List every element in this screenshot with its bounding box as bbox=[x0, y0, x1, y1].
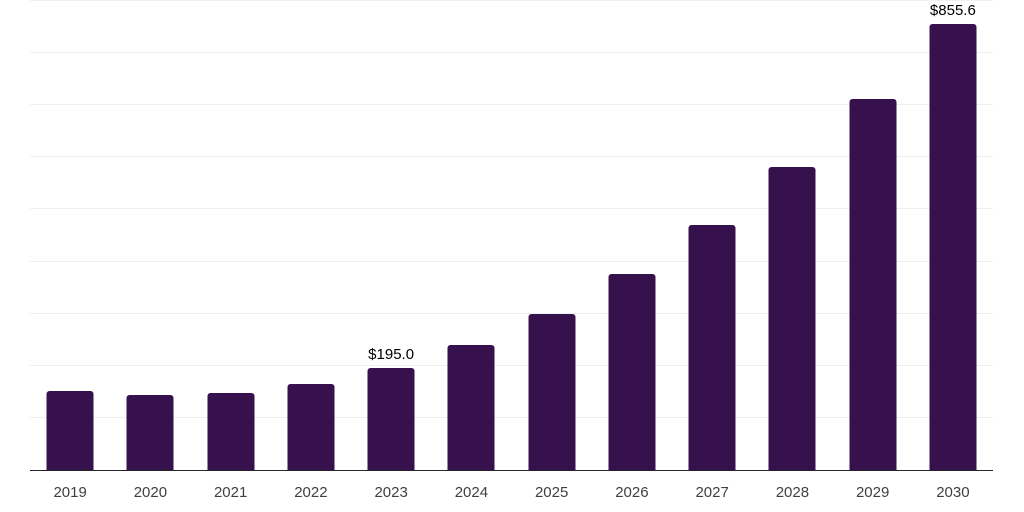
x-tick-2029: 2029 bbox=[855, 484, 890, 501]
gridline-700 bbox=[30, 104, 993, 106]
bar-2028 bbox=[768, 167, 816, 470]
x-tick-2026: 2026 bbox=[615, 484, 649, 501]
x-tick-2023: 2023 bbox=[374, 484, 408, 501]
gridline-300 bbox=[30, 312, 993, 314]
bar-2030 bbox=[929, 24, 977, 470]
gridline-100 bbox=[30, 416, 993, 418]
bar-2022 bbox=[287, 384, 335, 470]
x-axis-line bbox=[30, 469, 993, 471]
bar-2020 bbox=[126, 394, 174, 470]
bar-2027 bbox=[688, 225, 736, 470]
data-label-2023: $195.0 bbox=[368, 346, 415, 364]
gridline-400 bbox=[30, 260, 993, 262]
x-tick-2021: 2021 bbox=[213, 484, 248, 501]
gridline-900 bbox=[30, 0, 993, 1]
x-tick-2025: 2025 bbox=[534, 484, 569, 501]
bar-2019 bbox=[46, 390, 94, 470]
gridline-800 bbox=[30, 52, 993, 54]
bar-2025 bbox=[528, 314, 576, 470]
x-tick-2024: 2024 bbox=[454, 484, 489, 501]
x-tick-2020: 2020 bbox=[133, 484, 168, 501]
plot-area: $195.0 $855.6 bbox=[30, 0, 993, 471]
bar-2024 bbox=[447, 344, 495, 470]
x-tick-2028: 2028 bbox=[775, 484, 810, 501]
x-tick-2019: 2019 bbox=[53, 484, 87, 501]
gridline-500 bbox=[30, 208, 993, 210]
data-label-2030: $855.6 bbox=[929, 2, 976, 20]
bar-2023 bbox=[367, 368, 415, 470]
gridline-600 bbox=[30, 156, 993, 158]
bar-2021 bbox=[207, 393, 255, 470]
bar-2026 bbox=[608, 274, 656, 470]
bar-2029 bbox=[849, 98, 897, 470]
x-tick-2022: 2022 bbox=[294, 484, 328, 501]
gridline-200 bbox=[30, 364, 993, 366]
x-axis-labels: 2019 2020 2021 2022 2023 2024 2025 2026 2027 2028… bbox=[30, 470, 993, 512]
x-tick-2030: 2030 bbox=[936, 484, 970, 501]
x-tick-2027: 2027 bbox=[695, 484, 729, 501]
